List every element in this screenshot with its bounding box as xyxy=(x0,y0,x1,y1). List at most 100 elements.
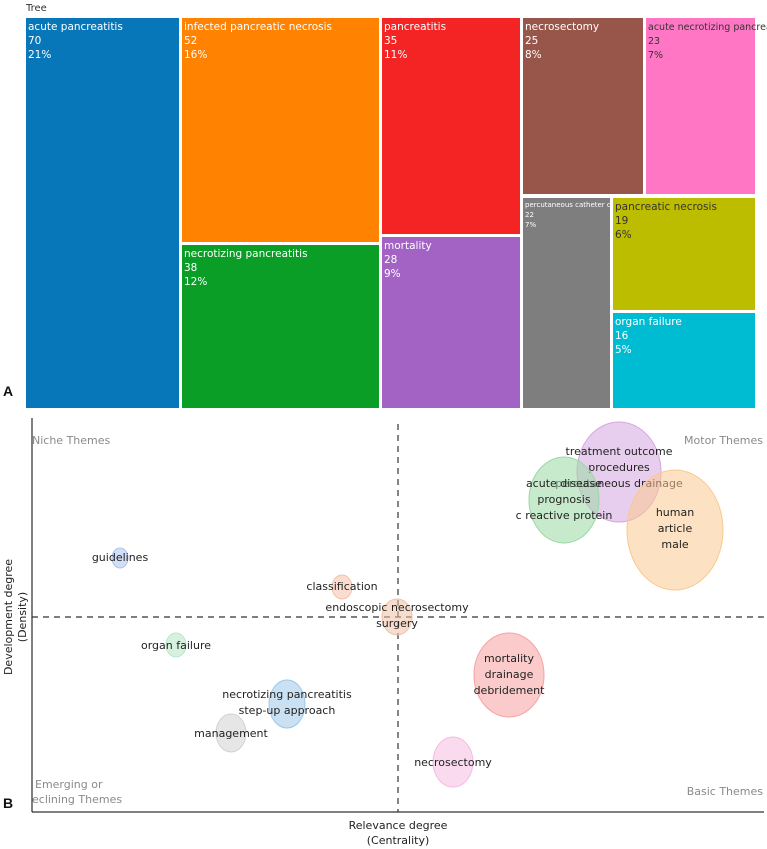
tile-label-pancreatitis: pancreatitis xyxy=(384,21,446,33)
quadrant-emerging-line-1: Emerging or xyxy=(35,778,103,791)
tile-rect-organ-failure xyxy=(613,313,755,408)
bubble-label-necrotizing-pancreatitis-2: step-up approach xyxy=(239,704,336,717)
bubble-label-organ-failure-1: organ failure xyxy=(141,639,211,652)
tile-label-mortality: mortality xyxy=(384,240,432,252)
bubble-label-human-3: male xyxy=(661,538,689,551)
quadrant-niche-themes: Niche Themes xyxy=(32,434,111,447)
bubble-circle-management xyxy=(215,713,247,753)
bubble-label-guidelines-1: guidelines xyxy=(92,551,149,564)
quadrant-basic-themes: Basic Themes xyxy=(687,785,764,798)
tile-rect-necrosectomy xyxy=(523,18,643,194)
bubble-circle-necrosectomy xyxy=(432,736,474,788)
bubble-label-necrotizing-pancreatitis-1: necrotizing pancreatitis xyxy=(222,688,352,701)
tile-pct-organ-failure: 5% xyxy=(615,344,632,356)
bubble-circle-classification xyxy=(331,574,353,600)
treemap-panel: Tree acute pancreatitis 70 21% infected pan… xyxy=(25,3,767,408)
tile-pct-mortality: 9% xyxy=(384,268,401,280)
bubble-label-mortality-2: drainage xyxy=(485,668,534,681)
tile-pct-pancreatitis: 11% xyxy=(384,49,407,61)
tile-count-organ-failure: 16 xyxy=(615,330,629,342)
tile-rect-pancreatic-necrosis xyxy=(613,198,755,310)
tile-necrosectomy: necrosectomy 25 8% xyxy=(523,18,643,194)
bubble-circle-mortality xyxy=(473,632,545,718)
bubble-label-treatment-outcome-1: treatment outcome xyxy=(566,445,673,458)
y-axis-title-line-2: (Density) xyxy=(16,592,29,642)
tile-rect-infected-pancreatic-necrosis xyxy=(182,18,379,242)
tile-count-necrotizing-pancreatitis: 38 xyxy=(184,262,197,274)
tile-pct-acute-necrotizing-pancreatitis: 7% xyxy=(648,50,663,61)
bubble-classification: classification xyxy=(306,574,378,600)
tile-organ-failure: organ failure 16 5% xyxy=(613,313,755,408)
bubble-label-human-2: article xyxy=(658,522,693,535)
bubble-human: human article male xyxy=(626,469,724,591)
tile-rect-acute-necrotizing-pancreatitis xyxy=(646,18,755,194)
bubble-label-endoscopic-necrosectomy-2: surgery xyxy=(376,617,418,630)
bubble-label-acute-disease-3: c reactive protein xyxy=(516,509,613,522)
quadrant-emerging-line-2: eclining Themes xyxy=(32,793,122,806)
tile-label-pancreatic-necrosis: pancreatic necrosis xyxy=(615,201,717,213)
thematic-map-panel: Niche Themes Motor Themes Emerging or ec… xyxy=(2,418,764,847)
bubble-acute-disease: acute disease prognosis c reactive protein xyxy=(516,456,613,544)
bubble-circle-acute-disease xyxy=(528,456,600,544)
bubble-circle-guidelines xyxy=(111,547,129,569)
bubble-label-acute-disease-2: prognosis xyxy=(537,493,590,506)
treemap-title: Tree xyxy=(25,3,47,14)
tile-label-acute-pancreatitis: acute pancreatitis xyxy=(28,21,123,33)
x-axis-title-line-2: (Centrality) xyxy=(367,834,430,847)
tile-acute-necrotizing-pancreatitis: acute necrotizing pancreatitis 23 7% xyxy=(646,18,767,194)
bubble-necrotizing-pancreatitis: necrotizing pancreatitis step-up approach xyxy=(222,679,352,729)
bubble-circle-organ-failure xyxy=(165,632,187,658)
tile-necrotizing-pancreatitis: necrotizing pancreatitis 38 12% xyxy=(182,245,379,408)
tile-mortality: mortality 28 9% xyxy=(382,237,520,408)
bubble-management: management xyxy=(194,713,269,753)
tile-pct-necrosectomy: 8% xyxy=(525,49,542,61)
tile-pancreatitis: pancreatitis 35 11% xyxy=(382,18,520,234)
tile-pancreatic-necrosis: pancreatic necrosis 19 6% xyxy=(613,198,755,310)
tile-rect-necrotizing-pancreatitis xyxy=(182,245,379,408)
tile-label-organ-failure: organ failure xyxy=(615,316,682,328)
tile-percutaneous-catheter-drainage: percutaneous catheter drainage 22 7% xyxy=(523,198,638,408)
tile-label-infected-pancreatic-necrosis: infected pancreatic necrosis xyxy=(184,21,332,33)
tile-rect-mortality xyxy=(382,237,520,408)
tile-label-percutaneous-catheter-drainage: percutaneous catheter drainage xyxy=(525,201,638,209)
tile-count-acute-necrotizing-pancreatitis: 23 xyxy=(648,36,660,47)
tile-count-pancreatitis: 35 xyxy=(384,35,397,47)
bubble-label-necrosectomy-1: necrosectomy xyxy=(414,756,492,769)
tile-infected-pancreatic-necrosis: infected pancreatic necrosis 52 16% xyxy=(182,18,379,242)
tile-count-necrosectomy: 25 xyxy=(525,35,538,47)
bubble-label-mortality-1: mortality xyxy=(484,652,534,665)
bubble-label-acute-disease-1: acute disease xyxy=(526,477,602,490)
tile-label-necrotizing-pancreatitis: necrotizing pancreatitis xyxy=(184,248,308,260)
tile-acute-pancreatitis: acute pancreatitis 70 21% xyxy=(26,18,179,408)
tile-label-necrosectomy: necrosectomy xyxy=(525,21,599,33)
bubble-organ-failure: organ failure xyxy=(141,632,211,658)
bubble-label-human-1: human xyxy=(656,506,694,519)
bubble-circle-necrotizing-pancreatitis xyxy=(268,679,306,729)
panel-letter-a: A xyxy=(3,383,13,399)
tile-rect-acute-pancreatitis xyxy=(26,18,179,408)
bubble-label-treatment-outcome-2: procedures xyxy=(588,461,650,474)
tile-count-infected-pancreatic-necrosis: 52 xyxy=(184,35,197,47)
bubble-label-mortality-3: debridement xyxy=(474,684,546,697)
quadrant-motor-themes: Motor Themes xyxy=(684,434,763,447)
bubble-circle-human xyxy=(626,469,724,591)
bubble-label-endoscopic-necrosectomy-1: endoscopic necrosectomy xyxy=(325,601,469,614)
tile-count-percutaneous-catheter-drainage: 22 xyxy=(525,211,534,219)
tile-rect-percutaneous-catheter-drainage xyxy=(523,198,610,408)
tile-pct-infected-pancreatic-necrosis: 16% xyxy=(184,49,207,61)
bubble-endoscopic-necrosectomy: endoscopic necrosectomy surgery xyxy=(325,598,469,636)
bubble-mortality: mortality drainage debridement xyxy=(473,632,546,718)
tile-pct-pancreatic-necrosis: 6% xyxy=(615,229,632,241)
bubble-label-management-1: management xyxy=(194,727,268,740)
tile-pct-percutaneous-catheter-drainage: 7% xyxy=(525,221,536,229)
tile-count-pancreatic-necrosis: 19 xyxy=(615,215,628,227)
panel-letter-b: B xyxy=(3,795,13,811)
tile-rect-pancreatitis xyxy=(382,18,520,234)
bubble-circle-endoscopic-necrosectomy xyxy=(381,598,413,636)
tile-pct-necrotizing-pancreatitis: 12% xyxy=(184,276,207,288)
tile-pct-acute-pancreatitis: 21% xyxy=(28,49,51,61)
y-axis-title-line-1: Development degree xyxy=(2,559,15,675)
tile-label-acute-necrotizing-pancreatitis: acute necrotizing pancreatitis xyxy=(648,22,767,33)
x-axis-title-line-1: Relevance degree xyxy=(349,819,448,832)
